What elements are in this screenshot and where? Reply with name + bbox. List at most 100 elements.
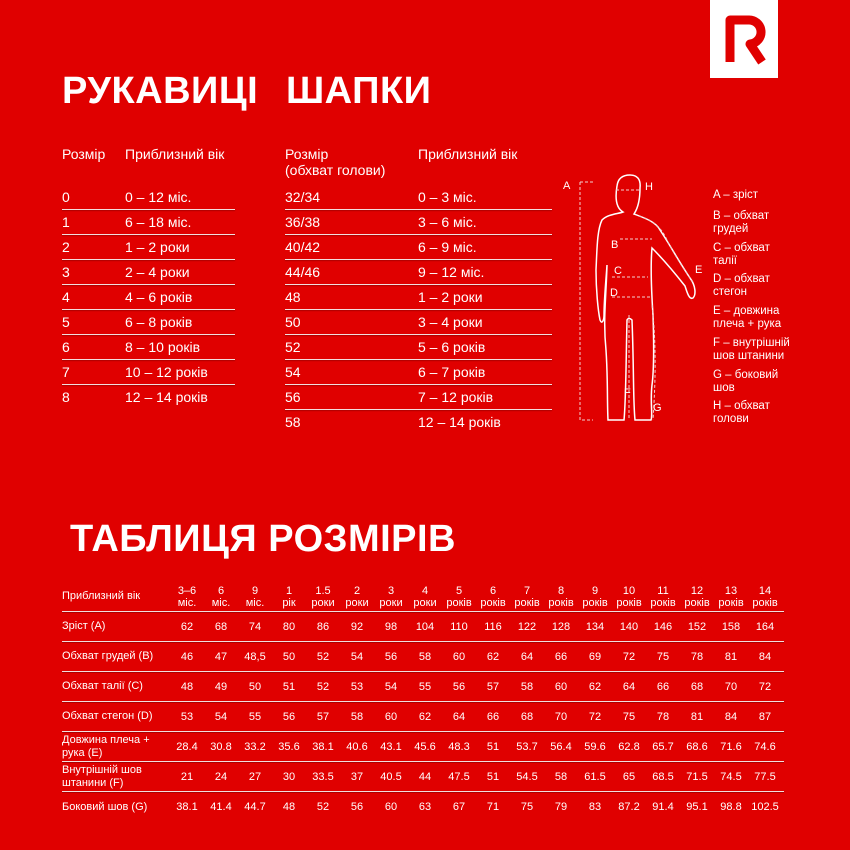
cell-value: 62: [588, 680, 602, 693]
cell-value: 54: [214, 710, 228, 723]
column-header: 9 років: [578, 585, 612, 609]
column-header: 6 міс.: [204, 585, 238, 609]
column-unit: рік: [282, 596, 296, 609]
cell-value: 51: [282, 680, 296, 693]
table-row: Обхват стегон (D) 53 54 55 56 57 58 60 62 64 66 68 7…: [62, 702, 784, 732]
cell-value: 68.6: [686, 740, 708, 753]
row-label: Обхват грудей (B): [62, 650, 154, 662]
column-header: 2 роки: [340, 585, 374, 609]
cell-value: 46: [180, 650, 194, 663]
column-unit: роки: [345, 596, 369, 609]
glove-size: 4: [62, 289, 70, 305]
column-header: 3–6 міс.: [170, 585, 204, 609]
table-row: Обхват грудей (B) 46 47 48,5 50 52 54 56 58 60 62 6…: [62, 642, 784, 672]
cell-value: 60: [384, 710, 398, 723]
row-divider: [62, 384, 235, 385]
hat-age: 12 – 14 років: [418, 414, 501, 430]
row-label: Обхват стегон (D): [62, 710, 153, 722]
cell-value: 47: [214, 650, 228, 663]
legend-line2: талії: [713, 255, 737, 267]
cell-value: 164: [755, 620, 775, 633]
size-table: Приблизний вік 3–6 міс. 6 міс. 9 міс. 1 рік 1.5 ро…: [62, 582, 784, 822]
cell-value: 83: [588, 801, 602, 813]
column-header: 13 років: [714, 585, 748, 609]
legend-line1: C – обхват: [713, 242, 770, 254]
cell-value: 98.8: [720, 801, 742, 813]
cell-value: 64: [622, 680, 636, 693]
cell-value: 116: [484, 620, 502, 633]
hat-age: 1 – 2 роки: [418, 289, 483, 305]
figure-label-e: E: [695, 264, 702, 276]
cell-value: 48,5: [244, 650, 266, 663]
column-age: 1.5: [315, 584, 331, 597]
cell-value: 152: [687, 620, 707, 633]
cell-value: 75: [656, 650, 670, 663]
cell-value: 128: [551, 620, 571, 633]
cell-value: 54: [384, 680, 398, 693]
legend-line2: шов штанини: [713, 350, 785, 362]
column-header: 10 років: [612, 585, 646, 609]
row-divider: [62, 284, 235, 285]
gloves-header-age: Приблизний вік: [125, 146, 225, 162]
glove-age: 6 – 8 років: [125, 314, 193, 330]
row-divider: [285, 309, 552, 310]
cell-value: 68: [214, 620, 228, 633]
cell-value: 146: [653, 620, 673, 633]
glove-size: 6: [62, 339, 70, 355]
table-header-row: Приблизний вік 3–6 міс. 6 міс. 9 міс. 1 рік 1.5 ро…: [62, 582, 784, 612]
column-age: 6: [217, 584, 225, 597]
row-divider: [62, 259, 235, 260]
column-unit: років: [616, 596, 642, 609]
column-header: 1 рік: [272, 585, 306, 609]
figure-label-c: C: [614, 265, 622, 277]
cell-value: 51: [486, 740, 500, 753]
cell-value: 56.4: [550, 740, 572, 753]
glove-size: 3: [62, 264, 70, 280]
hat-size: 32/34: [285, 189, 321, 205]
body-measurement-figure: A B C D E F G H: [563, 174, 702, 421]
legend-line1: G – боковий: [713, 369, 779, 381]
column-unit: років: [480, 596, 506, 609]
glove-age: 2 – 4 роки: [125, 264, 190, 280]
column-header: 11 років: [646, 585, 680, 609]
column-unit: міс.: [245, 596, 265, 609]
cell-value: 33.5: [312, 770, 334, 783]
column-age: 4: [421, 584, 429, 597]
column-age: 9: [591, 584, 599, 597]
cell-value: 55: [248, 710, 262, 723]
header-label: Приблизний вік: [62, 590, 141, 602]
cell-value: 37: [350, 770, 364, 783]
legend-line1: B – обхват: [713, 210, 770, 222]
row-divider: [285, 259, 552, 260]
cell-value: 102.5: [751, 801, 779, 813]
legend-line1: A – зріст: [713, 189, 759, 201]
hat-age: 3 – 4 роки: [418, 314, 483, 330]
legend-line1: F – внутрішній: [713, 337, 790, 349]
legend-line2: грудей: [713, 223, 749, 235]
cell-value: 57: [486, 680, 500, 693]
legend-line2: стегон: [713, 286, 747, 298]
cell-value: 49: [214, 680, 228, 693]
legend-item: H – обхват голови: [713, 400, 770, 426]
cell-value: 65: [622, 770, 636, 783]
column-header: 1.5 роки: [306, 585, 340, 609]
hats-header-size: Розмір (обхват голови): [285, 146, 385, 178]
cell-value: 21: [180, 770, 194, 783]
cell-value: 62: [486, 650, 500, 663]
table-row: Внутрішній шов штанини (F) 21 24 27 30 33.5 37…: [62, 762, 784, 792]
table-row: Боковий шов (G) 38.1 41.4 44.7 48 52 56 60 63 67 7…: [62, 792, 784, 822]
column-unit: років: [650, 596, 676, 609]
hat-size: 58: [285, 414, 301, 430]
glove-age: 8 – 10 років: [125, 339, 201, 355]
cell-value: 81: [724, 650, 738, 663]
figure-label-d: D: [610, 287, 618, 299]
cell-value: 58: [554, 770, 568, 783]
hat-age: 5 – 6 років: [418, 339, 486, 355]
cell-value: 66: [656, 680, 670, 693]
cell-value: 51: [486, 770, 500, 783]
hat-size: 54: [285, 364, 301, 380]
hat-size: 44/46: [285, 264, 321, 280]
column-unit: міс.: [211, 596, 231, 609]
hat-age: 7 – 12 років: [418, 389, 494, 405]
column-age: 10: [622, 584, 636, 597]
